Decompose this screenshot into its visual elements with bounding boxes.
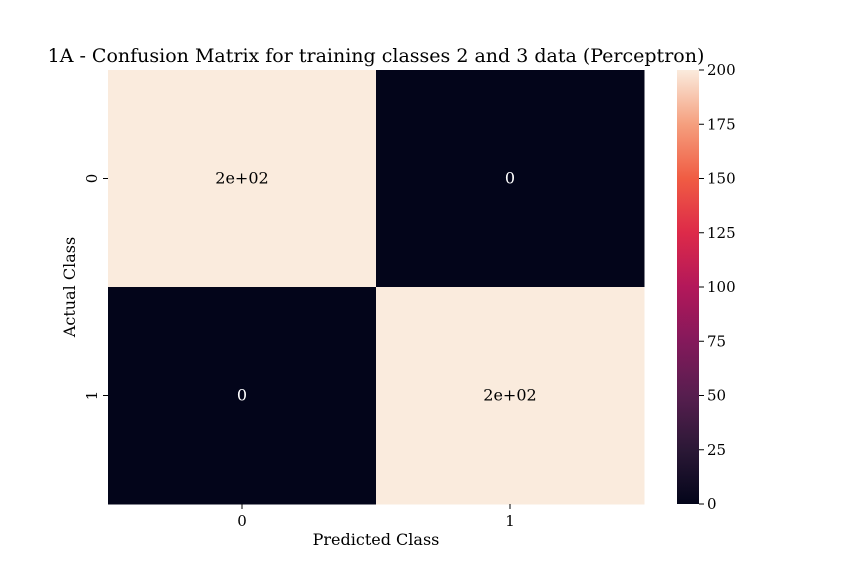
colorbar-tick-label: 175 [707, 115, 736, 133]
cell-value-label: 0 [237, 386, 247, 405]
heatmap-cell-labels: 2e+02 0 0 2e+02 [215, 169, 536, 405]
chart-title: 1A - Confusion Matrix for training class… [48, 45, 705, 67]
cell-value-label: 2e+02 [215, 169, 268, 188]
colorbar-tick-label: 150 [707, 170, 736, 188]
colorbar-tick-label: 100 [707, 278, 736, 296]
colorbar-tick-label: 0 [707, 495, 717, 513]
heatmap-cell-r0-c1 [376, 70, 645, 288]
colorbar-tick-label: 25 [707, 441, 726, 459]
y-axis-label: Actual Class [60, 237, 79, 338]
heatmap-cell-r0-c0 [108, 70, 377, 288]
heatmap-cells [108, 70, 645, 505]
colorbar-tick-label: 125 [707, 224, 736, 242]
colorbar [677, 70, 699, 504]
heatmap-cell-r1-c1 [376, 287, 645, 505]
colorbar-tick-label: 75 [707, 332, 726, 350]
x-tick-label: 1 [505, 512, 515, 530]
y-tick-label: 0 [83, 174, 101, 184]
heatmap-cell-r1-c0 [108, 287, 377, 505]
y-axis-ticks: 01 [83, 174, 108, 401]
colorbar-tick-label: 200 [707, 61, 736, 79]
x-tick-label: 0 [237, 512, 247, 530]
x-axis-label: Predicted Class [313, 530, 440, 549]
cell-value-label: 2e+02 [483, 386, 536, 405]
colorbar-tick-label: 50 [707, 387, 726, 405]
cell-value-label: 0 [505, 169, 515, 188]
y-tick-label: 1 [83, 391, 101, 401]
colorbar-ticks: 0 25 50 75 100 125 150 175 200 [699, 61, 736, 513]
